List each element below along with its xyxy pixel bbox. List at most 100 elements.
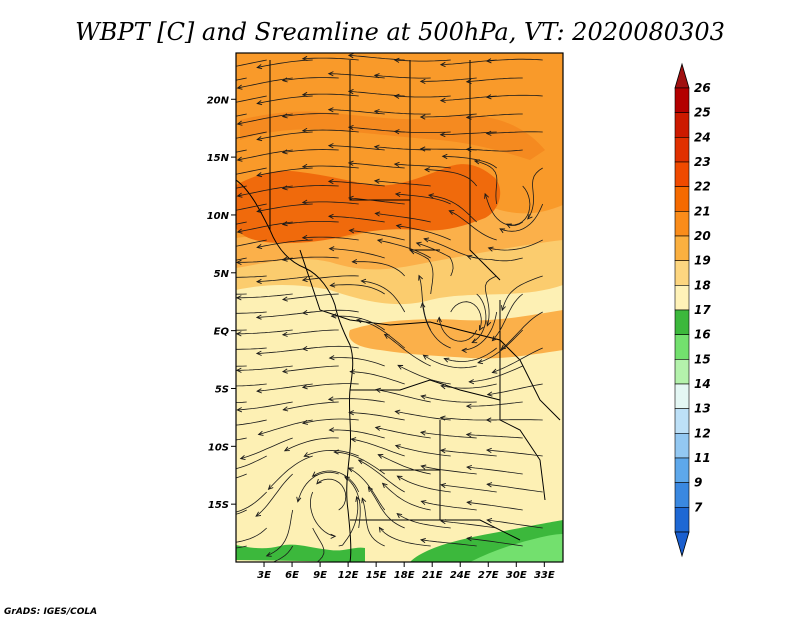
lat-tick-label: 5N xyxy=(214,269,230,280)
streamline-arrow xyxy=(303,567,308,571)
streamline-arrow xyxy=(236,295,242,301)
streamline xyxy=(467,466,523,475)
streamline xyxy=(428,194,477,223)
figure-title: WBPT [C] and Sreamline at 500hPa, VT: 20… xyxy=(75,18,725,46)
streamline xyxy=(395,193,451,205)
streamline xyxy=(440,449,497,457)
streamline-arrow xyxy=(327,143,334,149)
streamline-arrow xyxy=(236,192,243,198)
streamline-arrow xyxy=(281,113,288,119)
streamline-arrow xyxy=(191,83,196,87)
streamline xyxy=(420,113,477,118)
streamline-arrow xyxy=(465,114,472,120)
colorbar-label: 25 xyxy=(694,106,711,120)
streamline-arrow xyxy=(396,475,403,481)
streamline-arrow xyxy=(409,249,416,255)
lon-tick-label: 15E xyxy=(366,570,387,581)
lon-tick-label: 21E xyxy=(422,570,443,581)
streamline xyxy=(236,59,267,67)
colorbar-label: 22 xyxy=(694,180,711,194)
streamline xyxy=(397,475,451,493)
streamline-arrow xyxy=(256,388,262,394)
streamline-arrow xyxy=(301,419,308,425)
streamline xyxy=(237,77,293,89)
streamline-arrow xyxy=(466,500,473,506)
streamline xyxy=(236,329,293,335)
streamline-arrow xyxy=(212,176,217,180)
streamline-arrow xyxy=(344,476,350,482)
streamline xyxy=(302,129,359,133)
streamline-arrow xyxy=(212,248,217,252)
streamline-arrow xyxy=(397,364,404,370)
streamline xyxy=(351,438,405,457)
streamline-arrow xyxy=(191,326,196,330)
streamline-arrow xyxy=(439,448,446,454)
streamline xyxy=(450,301,482,331)
streamline-arrow xyxy=(347,88,354,95)
streamline-arrow xyxy=(465,432,472,438)
streamline-arrow xyxy=(348,410,354,416)
lat-tick-label: 5S xyxy=(215,384,229,395)
streamline-arrow xyxy=(473,159,480,165)
streamline-arrow xyxy=(212,140,217,144)
streamline-arrow xyxy=(255,511,262,517)
streamline xyxy=(423,354,477,369)
streamline-arrow xyxy=(328,355,335,361)
streamline xyxy=(395,411,451,421)
streamline xyxy=(395,445,451,457)
streamline xyxy=(329,248,385,259)
lat-tick-label: 10S xyxy=(208,442,229,453)
streamline-arrow xyxy=(327,396,334,402)
streamline-arrow xyxy=(301,234,308,241)
colorbar-swatch xyxy=(674,186,690,212)
colorbar-swatch xyxy=(674,161,690,187)
streamline xyxy=(348,467,386,511)
streamline-arrow xyxy=(192,479,197,483)
streamline-arrow xyxy=(427,193,434,199)
streamline xyxy=(236,203,267,211)
streamline-arrow xyxy=(374,425,381,431)
colorbar-swatch xyxy=(674,285,690,311)
streamline xyxy=(350,371,405,385)
streamline xyxy=(236,455,267,470)
colorbar-label: 12 xyxy=(694,426,711,440)
streamline-arrow xyxy=(191,191,196,195)
colorbar-label: 9 xyxy=(694,476,702,490)
streamline xyxy=(255,473,293,517)
streamline-arrow xyxy=(419,430,426,436)
streamline xyxy=(499,203,544,232)
streamline-arrow xyxy=(347,160,354,166)
streamline xyxy=(421,500,477,511)
streamline-arrow xyxy=(466,464,472,471)
streamline-arrow xyxy=(461,347,467,353)
streamline xyxy=(236,239,267,247)
lon-tick-label: 24E xyxy=(450,570,471,581)
streamline xyxy=(471,293,487,343)
streamline xyxy=(328,181,385,187)
streamline xyxy=(394,59,451,62)
streamline xyxy=(282,149,339,153)
streamline-arrow xyxy=(440,384,447,390)
streamline-arrow xyxy=(330,533,337,539)
colorbar-swatch xyxy=(674,507,690,533)
colorbar-swatch xyxy=(674,408,690,434)
streamline-arrow xyxy=(479,325,484,331)
colorbar-label: 17 xyxy=(694,303,711,317)
streamline-arrow xyxy=(527,213,533,220)
streamline-arrow xyxy=(484,192,490,199)
streamline-arrow xyxy=(395,223,402,229)
streamline xyxy=(236,167,267,175)
streamline-arrow xyxy=(485,417,492,423)
streamline xyxy=(236,509,247,515)
colorbar-label: 18 xyxy=(694,278,711,292)
streamline xyxy=(338,496,359,547)
streamline xyxy=(356,319,405,349)
colorbar-label: 14 xyxy=(694,377,711,391)
streamline xyxy=(486,58,543,62)
streamline-arrow xyxy=(420,302,426,308)
colorbar-label: 7 xyxy=(694,500,703,514)
streamline-arrow xyxy=(239,455,246,461)
lat-tick-label: 15S xyxy=(208,500,229,511)
lat-tick-label: 15N xyxy=(207,153,230,164)
streamline xyxy=(302,383,359,388)
